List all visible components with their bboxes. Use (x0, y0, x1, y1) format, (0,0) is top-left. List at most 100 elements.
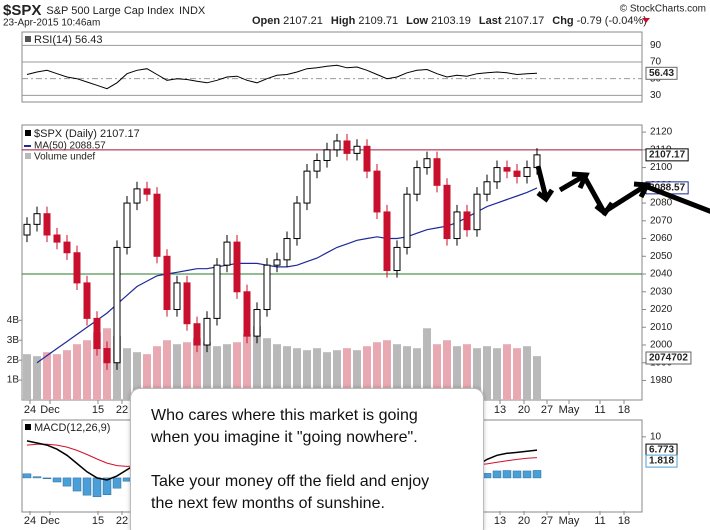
candle-body (93, 317, 101, 350)
histogram-bar (522, 470, 532, 479)
x-tick-label: 15 (92, 404, 104, 416)
legend-text: RSI(14) 56.43 (34, 34, 102, 46)
volume-bar (43, 352, 51, 400)
rsi-value-box-frame (645, 66, 678, 80)
chart-layer: $SPX S&P 500 Large Cap Index INDX 23-Apr-20… (3, 2, 706, 527)
header-text: 2109.71 (358, 15, 398, 27)
volume-bar (363, 346, 371, 400)
header-text: 2103.19 (431, 15, 471, 27)
x-tick-label: 18 (618, 515, 630, 527)
legend-text: Volume undef (34, 152, 95, 163)
volume-bar (83, 340, 91, 400)
y-tick-label: 30 (650, 90, 662, 101)
volume-bar (343, 348, 351, 400)
volume-bar (483, 346, 491, 400)
y-tick-label: 10 (650, 431, 662, 442)
volume-bar (533, 356, 541, 400)
volume-value-box: 2074702 (649, 353, 688, 364)
x-tick-label: 13 (494, 515, 506, 527)
candle-body (483, 181, 491, 195)
histogram-bar (62, 477, 72, 487)
header-text: Open (252, 15, 280, 27)
candle-body (313, 159, 321, 172)
y-tick-label: 1980 (650, 375, 673, 386)
histogram-bar (482, 473, 492, 479)
x-tick-label: 22 (116, 404, 128, 416)
candle-body (53, 234, 61, 243)
volume-bar (433, 344, 441, 400)
header-text: Low (406, 15, 428, 27)
volume-bar (303, 350, 311, 400)
volume-bar (353, 350, 361, 400)
candle-body (513, 170, 521, 177)
x-tick-label: 18 (618, 404, 630, 416)
legend-text: $SPX (Daily) 2107.17 (34, 128, 140, 140)
histogram-value-box: 1.818 (649, 456, 674, 467)
rsi-panel (21, 31, 643, 103)
volume-bar (403, 346, 411, 400)
header-text: 2107.17 (505, 15, 545, 27)
y-tick-label: 2020 (650, 304, 673, 315)
arrow-heads (571, 171, 651, 217)
volume-bar (393, 344, 401, 400)
histogram-value-box-frame (645, 454, 678, 468)
histogram-bar (52, 477, 62, 483)
candle-body (223, 241, 231, 266)
volume-bar (453, 346, 461, 400)
candle-body (293, 202, 301, 240)
volume-bar (63, 350, 71, 400)
volume-bar (413, 348, 421, 400)
volume-bar (443, 340, 451, 400)
volume-bar (33, 356, 41, 400)
candle-body (143, 188, 151, 195)
candle-body (83, 282, 91, 319)
annotation-box: Who cares where this market is going whe… (130, 388, 484, 530)
candle-body (423, 158, 431, 169)
down-triangle (642, 18, 650, 23)
histogram-bar (492, 470, 502, 479)
volume-bar (283, 346, 291, 400)
legend-icon (25, 153, 31, 159)
volume-bar (53, 354, 61, 400)
header-text: -0.79 (-0.04%) (577, 15, 647, 27)
candle-body (253, 309, 261, 337)
volume-bar (523, 346, 531, 400)
y-tick-label: 2080 (650, 198, 673, 209)
candle-body (213, 264, 221, 319)
candle-body (263, 264, 271, 311)
volume-bar (253, 326, 261, 400)
volume-bar (513, 348, 521, 400)
histogram-bar (512, 470, 522, 479)
volume-bar (93, 332, 101, 400)
volume-bar (293, 348, 301, 400)
header-text: S&P 500 Large Cap Index (46, 5, 174, 17)
candle-body (283, 238, 291, 261)
volume-bar (383, 340, 391, 400)
volume-bar (223, 344, 231, 400)
histogram-bar (32, 476, 42, 479)
candle-body (23, 223, 31, 236)
candle-body (193, 323, 201, 346)
candle-body (523, 167, 531, 177)
histogram-bar (102, 477, 112, 495)
histogram-bar (92, 477, 102, 498)
candle-body (493, 167, 501, 183)
volume-bar (333, 350, 341, 400)
arrow-down (535, 165, 555, 203)
volume-bar (23, 354, 31, 400)
x-tick-label: 24 (24, 404, 36, 416)
x-tick-label: Dec (40, 515, 60, 527)
histogram-bar (112, 477, 122, 489)
volume-bar (493, 348, 501, 400)
y-tick-label: 70 (650, 57, 662, 68)
ma-line (36, 187, 538, 364)
header-text: $SPX (3, 2, 41, 19)
x-tick-label: 20 (518, 404, 530, 416)
candle-body (33, 213, 41, 225)
candle-body (303, 170, 311, 204)
copyright: © StockCharts.com (620, 4, 706, 15)
volume-bar (463, 344, 471, 400)
candle-body (403, 193, 411, 248)
y-tick-label: 2050 (650, 251, 673, 262)
